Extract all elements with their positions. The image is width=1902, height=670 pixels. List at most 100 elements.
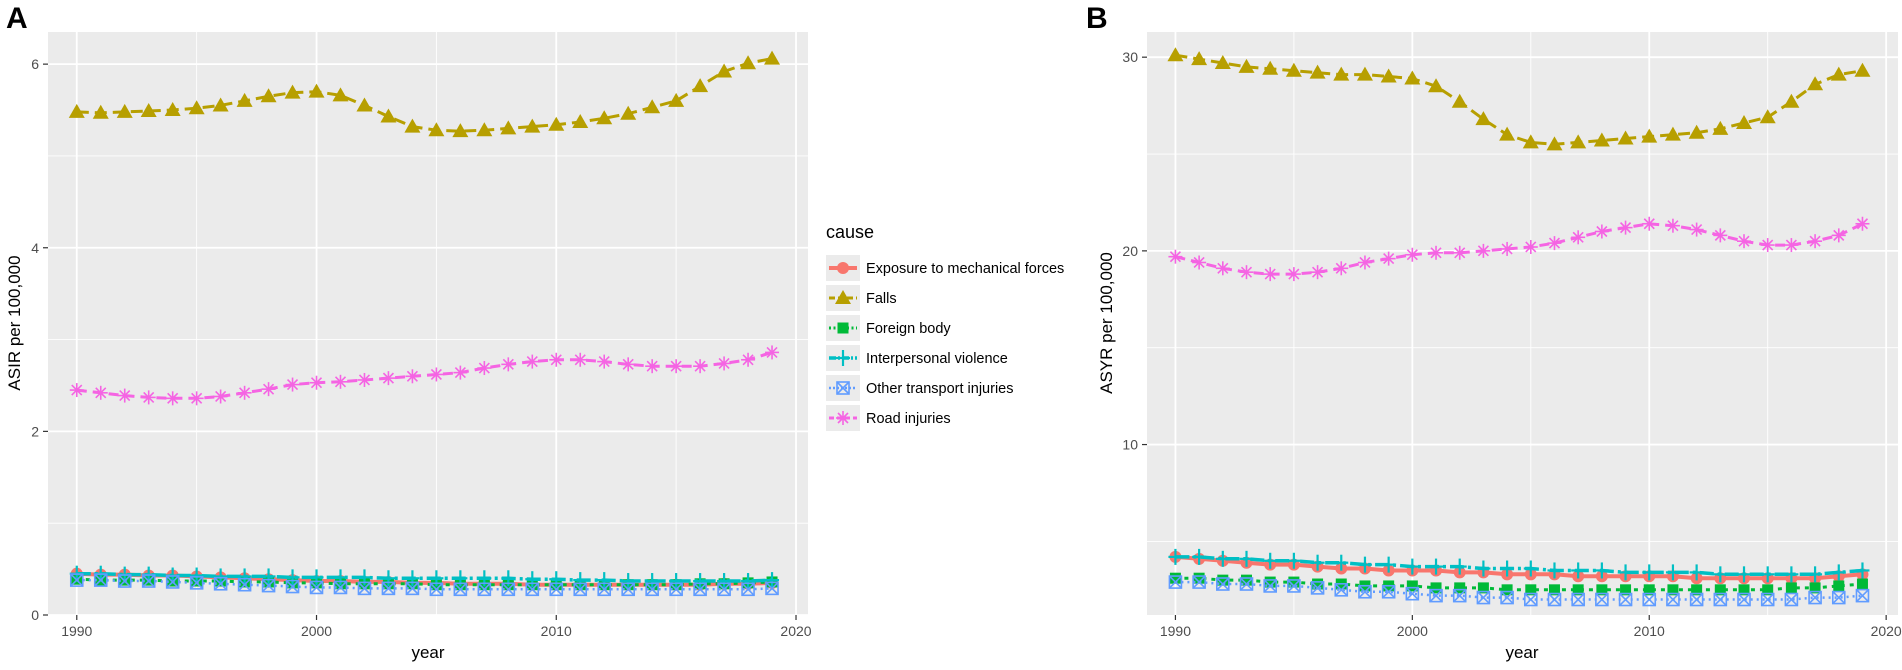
b-point-interpersonal-violence [1737, 566, 1752, 583]
b-point-other-transport-injuries [1808, 590, 1822, 605]
b-point-foreign-body [1525, 584, 1537, 596]
b-y-tick-label: 20 [1122, 243, 1138, 259]
a-point-road-injuries [141, 390, 156, 405]
b-point-interpersonal-violence [1689, 564, 1704, 581]
b-point-other-transport-injuries [1760, 592, 1775, 607]
b-series-road-injuries [1168, 216, 1870, 282]
legend-key-marker [835, 290, 851, 304]
b-point-other-transport-injuries [1429, 588, 1443, 603]
a-point-interpersonal-violence [525, 571, 540, 588]
panel-b-label: B [1086, 2, 1108, 35]
legend: cause Exposure to mechanical forces Falls… [826, 222, 1064, 431]
a-point-falls [716, 63, 733, 78]
a-point-road-injuries [765, 345, 780, 360]
a-point-other-transport-injuries [669, 582, 683, 597]
panel-a-plot-background [48, 32, 808, 615]
a-point-interpersonal-violence [333, 569, 348, 586]
a-point-road-injuries [549, 352, 564, 367]
b-point-foreign-body [1738, 584, 1750, 596]
a-point-interpersonal-violence [717, 573, 732, 590]
b-x-tick-label: 2010 [1634, 623, 1665, 639]
a-point-road-injuries [597, 354, 612, 369]
a-point-falls [92, 104, 109, 119]
b-point-foreign-body [1667, 584, 1679, 596]
b-y-tick-label: 30 [1122, 49, 1138, 65]
a-point-falls [500, 120, 517, 135]
b-point-road-injuries [1310, 265, 1325, 280]
a-point-falls [572, 113, 589, 128]
b-point-interpersonal-violence [1784, 566, 1799, 583]
a-point-other-transport-injuries [285, 579, 300, 594]
b-point-interpersonal-violence [1334, 554, 1349, 571]
b-point-falls [1759, 109, 1776, 124]
b-point-interpersonal-violence [1357, 556, 1372, 573]
a-point-road-injuries [693, 359, 708, 374]
b-point-interpersonal-violence [1263, 552, 1278, 569]
b-point-foreign-body [1691, 584, 1703, 596]
b-point-other-transport-injuries [1737, 592, 1751, 607]
b-point-road-injuries [1737, 234, 1752, 249]
a-series-falls [68, 50, 781, 138]
a-point-interpersonal-violence [645, 573, 660, 590]
a-y-tick-label: 2 [31, 423, 39, 439]
a-point-falls [668, 92, 685, 107]
b-x-tick-label: 2000 [1397, 623, 1428, 639]
b-point-falls [1428, 78, 1445, 93]
panel-b-x-axis: 1990 2000 2010 2020 [1160, 615, 1902, 639]
a-x-tick-label: 1990 [61, 623, 92, 639]
panel-b-major-grid [1147, 32, 1898, 615]
b-point-road-injuries [1500, 241, 1515, 256]
a-point-road-injuries [213, 389, 228, 404]
b-point-other-transport-injuries [1666, 592, 1680, 607]
legend-key-marker [836, 381, 850, 395]
a-point-other-transport-injuries [477, 582, 492, 597]
a-point-road-injuries [405, 369, 420, 384]
b-point-other-transport-injuries [1192, 575, 1206, 589]
b-point-road-injuries [1642, 216, 1657, 231]
b-point-interpersonal-violence [1286, 552, 1301, 569]
a-point-interpersonal-violence [573, 572, 588, 589]
a-series-road-injuries [69, 345, 780, 406]
a-point-road-injuries [189, 391, 204, 406]
b-point-falls [1688, 124, 1705, 139]
b-point-interpersonal-violence [1618, 564, 1633, 581]
b-point-foreign-body [1833, 580, 1845, 592]
b-point-road-injuries [1357, 255, 1372, 270]
b-point-falls [1380, 68, 1397, 83]
panel-a-y-axis: 0 2 4 6 [31, 56, 48, 623]
a-point-falls [740, 55, 757, 70]
a-point-interpersonal-violence [669, 573, 684, 590]
b-point-other-transport-injuries [1689, 592, 1704, 607]
a-point-road-injuries [285, 377, 300, 392]
legend-key-marker [837, 322, 849, 334]
b-point-foreign-body [1620, 584, 1632, 596]
a-point-falls [140, 102, 157, 117]
a-point-other-transport-injuries [333, 580, 348, 595]
b-point-other-transport-injuries [1476, 590, 1491, 605]
b-point-road-injuries [1618, 220, 1633, 235]
b-point-falls [1854, 62, 1871, 77]
a-x-tick-label: 2020 [780, 623, 811, 639]
b-point-interpersonal-violence [1547, 562, 1562, 579]
b-point-falls [1783, 93, 1800, 108]
panel-a-x-axis: 1990 2000 2010 2020 [61, 615, 812, 639]
b-point-foreign-body [1762, 584, 1774, 596]
b-point-foreign-body [1406, 580, 1418, 592]
b-point-foreign-body [1288, 576, 1300, 588]
legend-label: Other transport injuries [866, 381, 1013, 397]
b-point-foreign-body [1217, 574, 1229, 586]
legend-items: Exposure to mechanical forces Falls Foreig… [826, 255, 1064, 431]
b-point-interpersonal-violence [1523, 560, 1538, 577]
a-point-other-transport-injuries [357, 581, 372, 596]
b-point-road-injuries [1594, 224, 1609, 239]
a-point-other-transport-injuries [381, 581, 396, 596]
a-point-road-injuries [621, 357, 636, 372]
b-point-falls [1191, 51, 1208, 66]
a-point-interpersonal-violence [189, 567, 204, 584]
b-point-falls [1356, 66, 1373, 81]
panel-b-series [1167, 47, 1871, 607]
b-point-interpersonal-violence [1381, 556, 1396, 573]
b-point-falls [1617, 130, 1634, 145]
a-point-other-transport-injuries [597, 582, 612, 597]
a-point-other-transport-injuries [429, 582, 444, 597]
